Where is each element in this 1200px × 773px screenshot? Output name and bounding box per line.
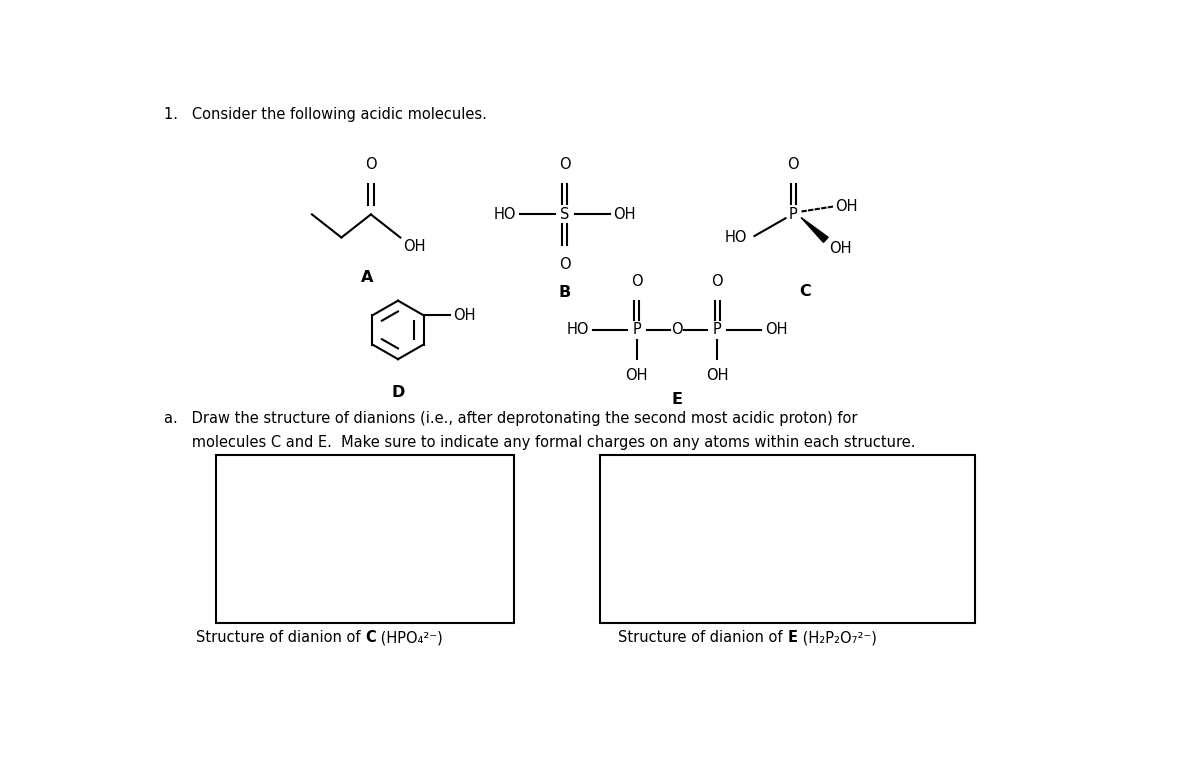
Text: OH: OH [835, 199, 858, 214]
Text: Structure of dianion of: Structure of dianion of [618, 630, 787, 645]
Text: E: E [672, 391, 683, 407]
Text: OH: OH [613, 207, 635, 222]
Text: P: P [632, 322, 641, 338]
Polygon shape [802, 217, 828, 243]
Text: HO: HO [566, 322, 589, 338]
Text: O: O [559, 157, 570, 172]
Text: O: O [365, 157, 377, 172]
Text: 1.   Consider the following acidic molecules.: 1. Consider the following acidic molecul… [164, 107, 487, 121]
Text: OH: OH [706, 369, 728, 383]
Bar [216, 455, 515, 622]
Text: molecules C and E.  Make sure to indicate any formal charges on any atoms within: molecules C and E. Make sure to indicate… [164, 435, 916, 451]
Text: a.   Draw the structure of dianions (i.e., after deprotonating the second most a: a. Draw the structure of dianions (i.e.,… [164, 410, 858, 426]
Bar [600, 455, 976, 622]
Text: (HPO₄²⁻): (HPO₄²⁻) [376, 630, 443, 645]
Text: Structure of dianion of: Structure of dianion of [196, 630, 365, 645]
Text: O: O [787, 157, 799, 172]
Text: A: A [361, 270, 373, 285]
Text: OH: OH [625, 369, 648, 383]
Text: S: S [560, 207, 569, 222]
Text: OH: OH [829, 241, 852, 257]
Text: E: E [787, 630, 798, 645]
Text: O: O [559, 257, 570, 272]
Text: D: D [391, 386, 404, 400]
Text: OH: OH [452, 308, 475, 323]
Text: C: C [365, 630, 376, 645]
Text: O: O [712, 274, 724, 289]
Text: B: B [558, 285, 571, 300]
Text: HO: HO [494, 207, 516, 222]
Text: OH: OH [766, 322, 788, 338]
Text: HO: HO [725, 230, 746, 245]
Text: (H₂P₂O₇²⁻): (H₂P₂O₇²⁻) [798, 630, 877, 645]
Text: OH: OH [403, 239, 426, 254]
Text: P: P [788, 207, 798, 222]
Text: O: O [671, 322, 683, 338]
Text: C: C [799, 284, 811, 298]
Text: P: P [713, 322, 721, 338]
Text: O: O [631, 274, 642, 289]
